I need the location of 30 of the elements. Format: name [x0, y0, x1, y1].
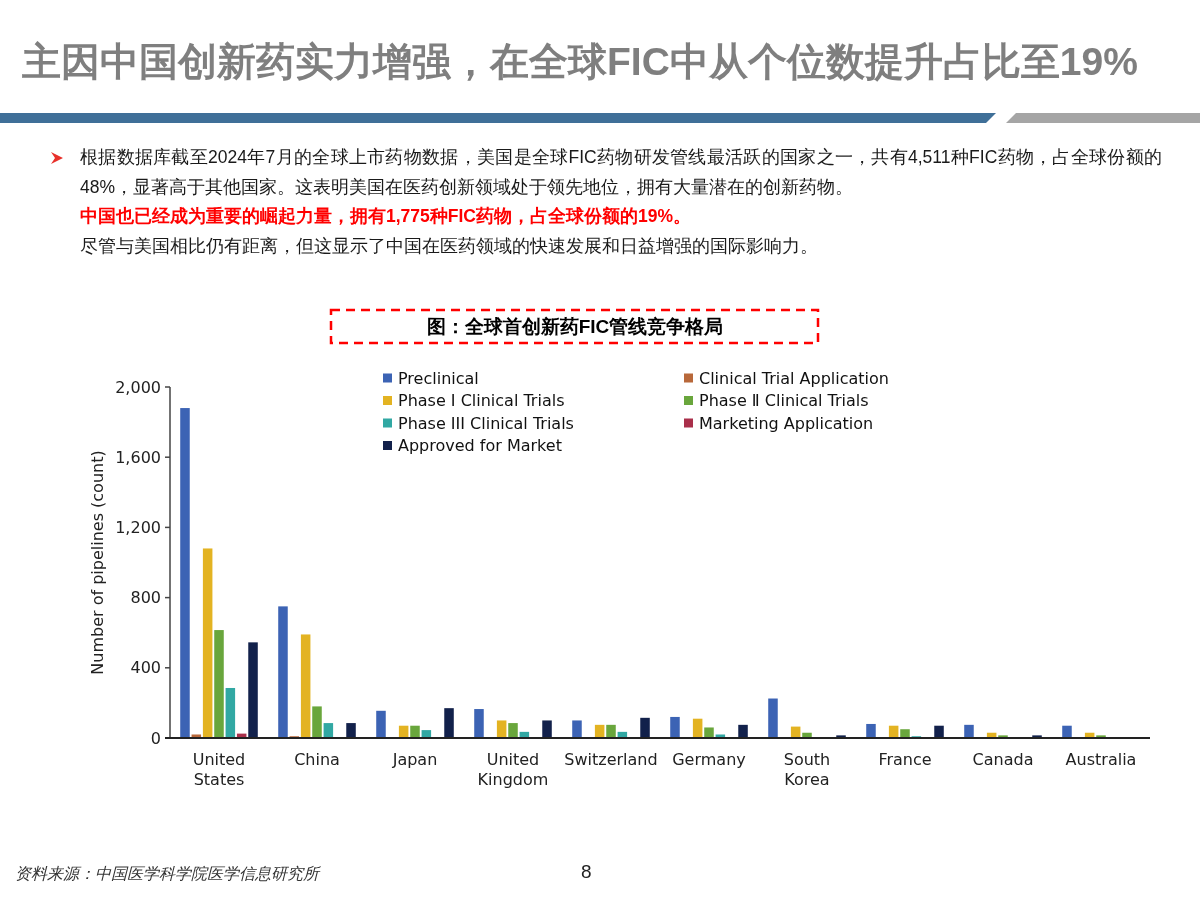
y-tick-label: 1,200 [115, 517, 161, 537]
text: 资料来源：中国医学科学院医学信息研究所 [15, 864, 319, 885]
x-tick-label: United Kingdom [477, 750, 549, 789]
legend-label: Phase Ⅱ Clinical Trials [699, 391, 869, 410]
x-tick-label: China [294, 750, 340, 769]
x-tick-label: United States [192, 750, 246, 789]
chart-title: 主因中国创新药实力增强，在全球FIC中从个位数提升占比至19% [22, 39, 1138, 85]
legend-label: Marketing Application [699, 413, 874, 433]
x-tick-label: Germany [672, 750, 746, 769]
x-tick-label: Japan [391, 750, 438, 769]
text: 中国也已经成为重要的崛起力量，拥有1,775种FIC药物，占全球份额的19%。 [80, 205, 692, 229]
y-tick-label: 0 [150, 728, 161, 748]
text: 8 [581, 861, 592, 883]
y-tick-label: 400 [130, 658, 161, 678]
text: 尽管与美国相比仍有距离，但这显示了中国在医药领域的快速发展和日益增强的国际影响力。 [80, 234, 819, 258]
legend-label: Approved for Market [398, 436, 562, 455]
y-tick-label: 1,600 [115, 447, 161, 467]
x-tick-label: Switzerland [564, 750, 658, 769]
legend-label: Phase Ⅰ Clinical Trials [398, 391, 565, 410]
y-tick-label: 800 [130, 588, 161, 608]
legend-label: Clinical Trial Application [699, 368, 889, 388]
y-axis-title: Number of pipelines (count) [88, 450, 107, 675]
x-tick-label: Australia [1065, 750, 1137, 769]
legend-label: Preclinical [398, 368, 479, 388]
x-tick-label: South Korea [783, 750, 831, 789]
x-tick-label: Canada [972, 750, 1034, 769]
text: 根据数据库截至2024年7月的全球上市药物数据，美国是全球FIC药物研发管线最活跃的国家之一，共有4,511种FIC药物，占全球份额的48%，显著高于其他国家。这表明美国在医药创新领域处于领先地位，拥有大量潜在的创新药物。 [80, 146, 1162, 199]
legend-label: Phase III Clinical Trials [398, 413, 574, 433]
x-tick-label: France [878, 750, 932, 769]
y-tick-label: 2,000 [115, 377, 161, 397]
